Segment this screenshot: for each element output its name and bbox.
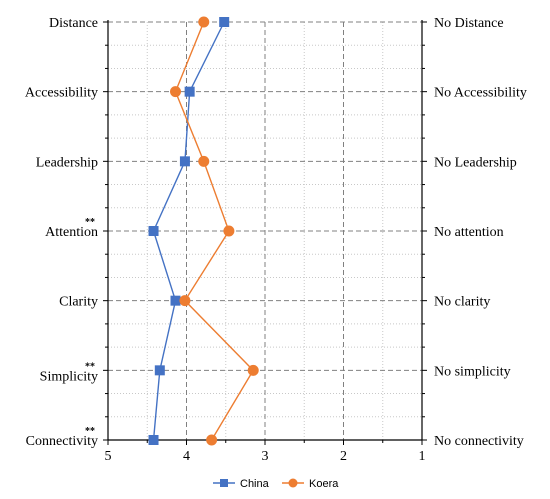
significance-marker: ** <box>85 361 95 372</box>
right-category-label: No simplicity <box>434 364 511 379</box>
x-tick-label: 2 <box>340 449 347 464</box>
data-point-koera <box>179 295 191 307</box>
right-category-label: No clarity <box>434 295 490 310</box>
data-point-china <box>154 365 165 376</box>
data-point-koera <box>247 364 259 376</box>
significance-marker: ** <box>85 426 95 437</box>
x-tick-label: 1 <box>419 449 426 464</box>
x-tick-label: 5 <box>105 449 112 464</box>
data-point-china <box>170 295 181 306</box>
x-tick-label: 4 <box>183 449 190 464</box>
significance-marker: ** <box>85 217 95 228</box>
data-point-china <box>184 86 195 97</box>
left-category-labels: Distance Accessibility Leadership Attention… <box>25 16 98 449</box>
data-point-china <box>179 156 190 167</box>
data-point-koera <box>170 86 182 98</box>
series <box>148 16 259 446</box>
left-category-label: Attention <box>45 225 98 240</box>
left-category-label: Simplicity <box>40 369 98 384</box>
legend-marker-china <box>220 479 228 487</box>
grid-lines <box>108 21 422 441</box>
left-category-label: Accessibility <box>25 86 98 101</box>
right-category-labels: No Distance No Accessibility No Leadership… <box>434 16 527 449</box>
x-axis-ticks: 5 4 3 2 1 <box>105 440 426 464</box>
left-category-label: Distance <box>49 16 98 31</box>
left-category-label: Leadership <box>36 155 98 170</box>
x-tick-label: 3 <box>262 449 269 464</box>
right-category-label: No Distance <box>434 16 504 31</box>
legend-label-china: China <box>240 478 270 490</box>
data-point-koera <box>198 155 210 167</box>
data-point-koera <box>223 225 235 237</box>
data-point-koera <box>206 434 218 446</box>
axes <box>103 20 427 441</box>
left-category-label: Connectivity <box>26 434 98 449</box>
right-category-label: No Accessibility <box>434 86 527 101</box>
right-category-label: No Leadership <box>434 155 517 170</box>
data-point-china <box>148 226 159 236</box>
left-category-label: Clarity <box>59 295 98 310</box>
legend: China Koera <box>213 478 339 490</box>
data-point-china <box>219 17 230 27</box>
data-point-koera <box>198 16 210 28</box>
right-category-label: No connectivity <box>434 434 524 449</box>
data-point-china <box>148 435 159 445</box>
legend-label-koera: Koera <box>309 478 339 490</box>
right-category-label: No attention <box>434 225 504 240</box>
legend-marker-koera <box>288 478 298 488</box>
